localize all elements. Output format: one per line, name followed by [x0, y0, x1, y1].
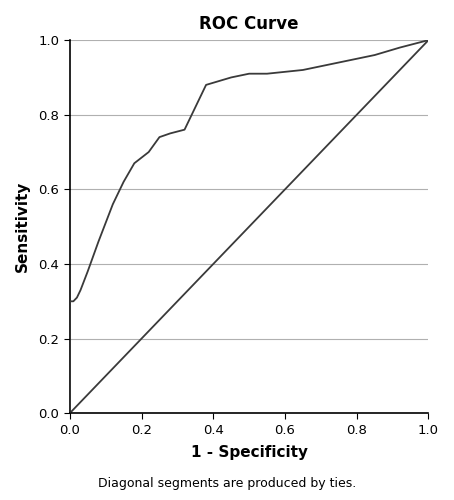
Text: Diagonal segments are produced by ties.: Diagonal segments are produced by ties.	[98, 477, 356, 490]
Title: ROC Curve: ROC Curve	[199, 15, 299, 33]
X-axis label: 1 - Specificity: 1 - Specificity	[191, 445, 308, 460]
Y-axis label: Sensitivity: Sensitivity	[15, 181, 30, 272]
